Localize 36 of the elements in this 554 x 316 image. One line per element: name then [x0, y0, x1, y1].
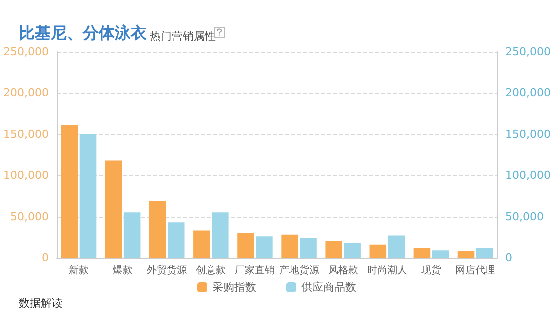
chart-title: 比基尼、分体泳衣: [19, 24, 148, 42]
x-tick-label: 网店代理: [455, 264, 496, 276]
y2-tick-label: 150,000: [506, 128, 552, 141]
y2-tick-label: 0: [506, 252, 513, 264]
x-tick-label: 时尚潮人: [367, 264, 408, 276]
x-tick-label: 创意款: [196, 264, 226, 276]
text: 数据解读: [19, 297, 63, 310]
x-tick-label: 现货: [421, 264, 442, 276]
y2-tick-label: 250,000: [506, 46, 552, 58]
y-tick-label: 250,000: [4, 46, 49, 58]
y2-tick-label: 50,000: [506, 210, 544, 224]
x-tick-label: 爆款: [113, 264, 134, 276]
x-tick-label: 产地货源: [279, 264, 320, 276]
legend-label: 供应商品数: [302, 281, 356, 294]
x-tick-label: 外贸货源: [147, 264, 188, 276]
bar: [105, 160, 122, 258]
y-tick-label: 150,000: [4, 128, 49, 141]
y-tick-label: 100,000: [4, 169, 49, 182]
x-tick-label: 风格款: [328, 264, 358, 276]
y-tick-label: 200,000: [4, 86, 49, 100]
legend-label: 采购指数: [212, 281, 256, 294]
x-tick-label: 厂家直销: [235, 264, 276, 276]
bar: [256, 236, 273, 258]
bar: [344, 243, 361, 258]
bar: [194, 230, 210, 258]
bar: [282, 234, 298, 258]
chart-subtitle: 热门营销属性: [150, 30, 216, 43]
bar: [212, 212, 229, 258]
x-tick-label: 新款: [69, 264, 90, 276]
y-tick-label: 50,000: [10, 210, 49, 224]
bar: [238, 233, 254, 258]
y-tick-label: 0: [42, 252, 49, 264]
bar: [326, 242, 342, 258]
y2-tick-label: 100,000: [506, 169, 552, 182]
bar: [300, 238, 317, 258]
y2-tick-label: 200,000: [506, 86, 552, 100]
